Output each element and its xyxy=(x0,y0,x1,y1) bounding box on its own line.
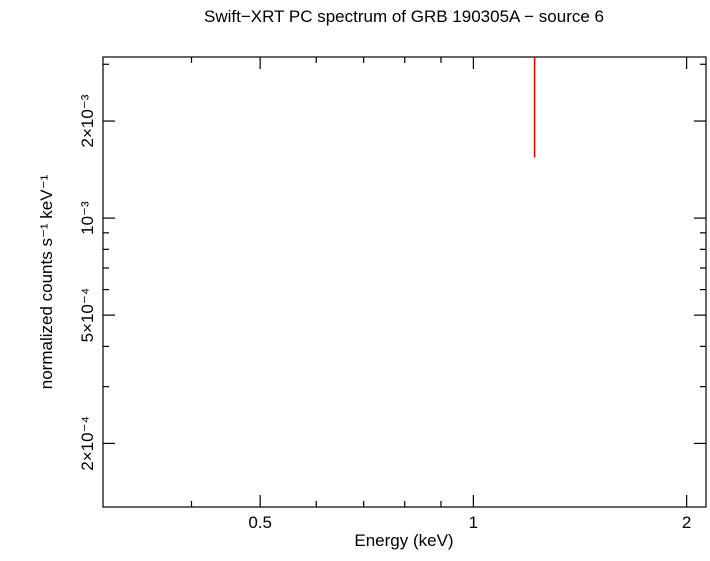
x-tick-label: 0.5 xyxy=(248,513,272,532)
chart-title: Swift−XRT PC spectrum of GRB 190305A − s… xyxy=(204,7,604,26)
y-tick-label: 10⁻³ xyxy=(78,201,97,235)
x-tick-label: 2 xyxy=(682,513,691,532)
x-axis-label: Energy (keV) xyxy=(354,531,453,550)
y-axis-label: normalized counts s⁻¹ keV⁻¹ xyxy=(37,174,56,389)
y-tick-label: 2×10⁻⁴ xyxy=(78,416,97,471)
y-tick-label: 2×10⁻³ xyxy=(78,94,97,147)
plot-frame xyxy=(102,56,707,508)
x-tick-label: 1 xyxy=(469,513,478,532)
y-tick-label: 5×10⁻⁴ xyxy=(78,288,97,343)
